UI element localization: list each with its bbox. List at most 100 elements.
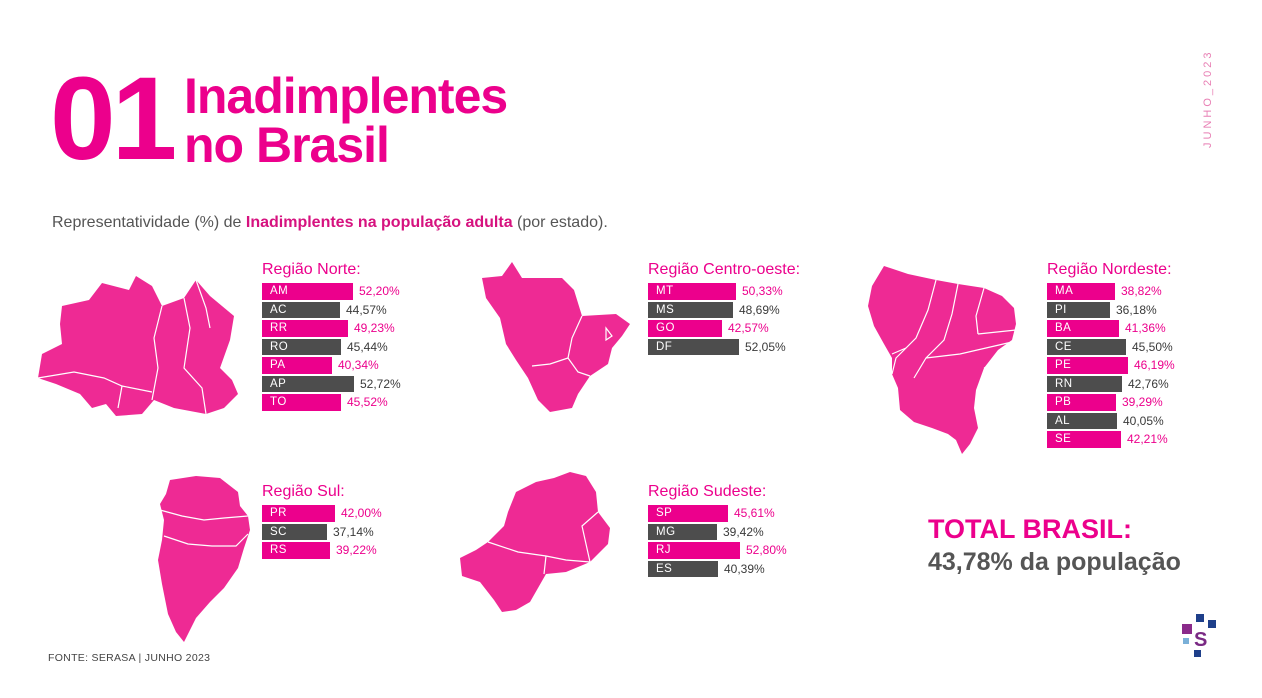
state-code-label: MA <box>1055 285 1074 297</box>
value-label: 52,80% <box>746 543 787 557</box>
bar-ap <box>262 375 354 392</box>
value-label: 37,14% <box>333 524 374 539</box>
state-code-label: AM <box>270 285 289 297</box>
bar-sc <box>262 523 327 540</box>
logo-letter: S <box>1194 629 1207 651</box>
bar-pe <box>1047 357 1128 374</box>
value-label: 46,19% <box>1134 358 1175 372</box>
state-code-label: PA <box>270 359 286 371</box>
value-label: 42,21% <box>1127 432 1168 446</box>
bar-rj <box>648 542 740 559</box>
bar-row-rr: RR 49,23% <box>262 319 482 338</box>
bar-row-mt: MT 50,33% <box>648 282 868 301</box>
bar-row-mg: MG 39,42% <box>648 523 868 542</box>
bar-row-es: ES 40,39% <box>648 560 868 579</box>
bar-row-sc: SC 37,14% <box>262 523 482 542</box>
value-label: 52,72% <box>360 376 401 391</box>
bar-go <box>648 320 722 337</box>
bar-pr <box>262 505 335 522</box>
bar-ro <box>262 338 341 355</box>
subtitle-prefix: Representatividade (%) de <box>52 214 246 231</box>
map-regiao-nordeste <box>868 266 1017 454</box>
bar-ce <box>1047 338 1126 355</box>
value-label: 44,57% <box>346 302 387 317</box>
bar-to <box>262 394 341 411</box>
value-label: 52,20% <box>359 284 400 298</box>
map-regiao-sul <box>158 476 250 642</box>
region-title: Região Nordeste: <box>1047 261 1172 278</box>
region-sudeste: Região Sudeste: SP 45,61% MG 39,42% RJ 52,80% E… <box>648 482 868 578</box>
bar-row-ap: AP 52,72% <box>262 375 482 394</box>
value-label: 48,69% <box>739 302 780 317</box>
bar-row-to: TO 45,52% <box>262 393 482 412</box>
bar-df <box>648 338 739 355</box>
section-number: 01 <box>50 53 177 185</box>
value-label: 40,39% <box>724 561 765 576</box>
state-code-label: RR <box>270 322 288 334</box>
state-code-label: PB <box>1055 396 1072 408</box>
value-label: 52,05% <box>745 339 786 354</box>
value-label: 36,18% <box>1116 302 1157 317</box>
region-title: Região Sul: <box>262 483 345 500</box>
bar-es <box>648 560 718 577</box>
region-centro-oeste: Região Centro-oeste: MT 50,33% MS 48,69% GO 42… <box>648 260 868 356</box>
bar-pa <box>262 357 332 374</box>
value-label: 40,34% <box>338 358 379 372</box>
bar-row-rn: RN 42,76% <box>1047 375 1262 394</box>
total-brasil-label: TOTAL BRASIL: <box>928 514 1132 544</box>
value-label: 39,29% <box>1122 395 1163 409</box>
subtitle-suffix: (por estado). <box>512 214 608 231</box>
page-title-line1: Inadimplentes <box>184 68 508 124</box>
bar-rr <box>262 320 348 337</box>
bar-row-df: DF 52,05% <box>648 338 868 357</box>
bar-ma <box>1047 283 1115 300</box>
value-label: 49,23% <box>354 321 395 335</box>
state-code-label: MS <box>656 303 675 316</box>
region-title: Região Sudeste: <box>648 483 767 500</box>
state-code-label: RO <box>270 340 289 353</box>
state-code-label: PI <box>1055 303 1067 316</box>
serasa-logo: S <box>1182 614 1216 657</box>
bar-row-pi: PI 36,18% <box>1047 301 1262 320</box>
bar-row-rj: RJ 52,80% <box>648 541 868 560</box>
state-code-label: ES <box>656 562 673 575</box>
value-label: 50,33% <box>742 284 783 298</box>
bar-row-se: SE 42,21% <box>1047 430 1262 449</box>
page-title-line2: no Brasil <box>184 117 390 173</box>
state-code-label: RS <box>270 544 287 556</box>
value-label: 42,57% <box>728 321 769 335</box>
bar-mg <box>648 523 717 540</box>
bar-row-pa: PA 40,34% <box>262 356 482 375</box>
bar-pb <box>1047 394 1116 411</box>
bar-sp <box>648 505 728 522</box>
bar-row-pe: PE 46,19% <box>1047 356 1262 375</box>
value-label: 38,82% <box>1121 284 1162 298</box>
region-nordeste: Região Nordeste: MA 38,82% PI 36,18% BA 41,36%… <box>1047 260 1262 449</box>
state-code-label: SE <box>1055 433 1072 445</box>
value-label: 39,42% <box>723 524 764 539</box>
value-label: 45,52% <box>347 395 388 409</box>
bar-se <box>1047 431 1121 448</box>
bar-am <box>262 283 353 300</box>
bar-row-ro: RO 45,44% <box>262 338 482 357</box>
bar-row-ma: MA 38,82% <box>1047 282 1262 301</box>
bar-row-ce: CE 45,50% <box>1047 338 1262 357</box>
region-title: Região Norte: <box>262 261 361 278</box>
chart-subtitle: Representatividade (%) de Inadimplentes … <box>52 214 608 232</box>
state-code-label: MT <box>656 285 674 297</box>
state-code-label: PR <box>270 507 287 519</box>
state-code-label: AC <box>270 303 287 316</box>
bar-mt <box>648 283 736 300</box>
state-code-label: RN <box>1055 377 1073 390</box>
source-note: FONTE: SERASA | JUNHO 2023 <box>48 652 211 664</box>
bar-row-pb: PB 39,29% <box>1047 393 1262 412</box>
region-sul: Região Sul: PR 42,00% SC 37,14% RS 39,22% <box>262 482 482 560</box>
state-code-label: AP <box>270 377 287 390</box>
bar-row-ac: AC 44,57% <box>262 301 482 320</box>
bar-row-am: AM 52,20% <box>262 282 482 301</box>
value-label: 45,61% <box>734 506 775 520</box>
region-title: Região Centro-oeste: <box>648 261 801 278</box>
bar-row-pr: PR 42,00% <box>262 504 482 523</box>
bar-row-go: GO 42,57% <box>648 319 868 338</box>
bar-row-sp: SP 45,61% <box>648 504 868 523</box>
